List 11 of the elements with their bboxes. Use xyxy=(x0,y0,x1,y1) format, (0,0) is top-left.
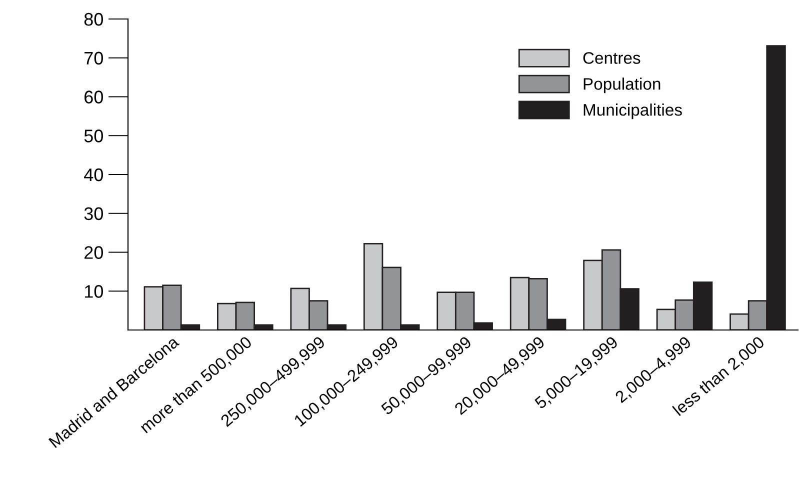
y-tick-label: 60 xyxy=(84,90,103,104)
y-tick-label: 30 xyxy=(84,207,103,220)
y-tick-label: 70 xyxy=(84,52,103,65)
y-tick-label: 20 xyxy=(84,246,103,259)
y-tick-label: 40 xyxy=(84,168,103,182)
legend-label: Centres xyxy=(583,52,640,64)
y-tick-label: 10 xyxy=(84,285,103,298)
legend-label: Municipalities xyxy=(584,104,682,120)
y-tick-label: 80 xyxy=(84,12,103,26)
y-tick-label: 50 xyxy=(84,130,103,142)
legend-label: Population xyxy=(584,78,660,94)
